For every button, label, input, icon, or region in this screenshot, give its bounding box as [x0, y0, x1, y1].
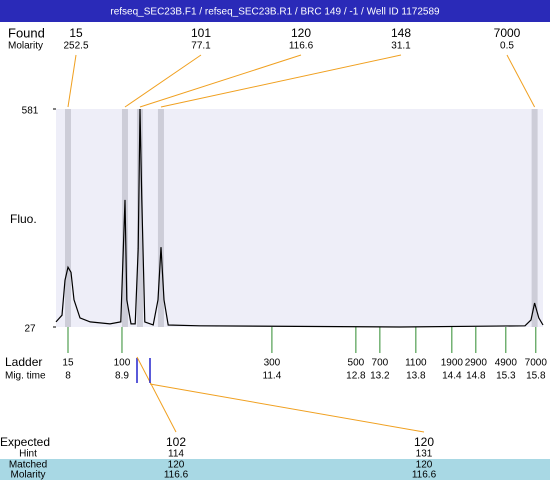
found-label: Found [8, 25, 45, 40]
found-size: 120 [291, 26, 311, 40]
ladder-size: 2900 [465, 358, 488, 369]
expected-molarity: 116.6 [412, 470, 437, 480]
expected-matched: 120 [168, 460, 185, 471]
ladder-size: 1900 [441, 358, 464, 369]
found-molarity: 77.1 [191, 41, 211, 52]
found-size: 15 [69, 26, 83, 40]
ladder-size: 500 [348, 358, 365, 369]
title: refseq_SEC23B.F1 / refseq_SEC23B.R1 / BR… [110, 7, 440, 18]
found-size: 7000 [494, 26, 521, 40]
ladder-time: 11.4 [263, 371, 282, 382]
peak-connector [506, 54, 536, 108]
ladder-time: 15.3 [496, 371, 516, 382]
ladder-time: 14.4 [442, 371, 462, 382]
y-tick-label: 581 [22, 106, 39, 117]
plot-area [56, 109, 543, 327]
ladder-size: 300 [264, 358, 281, 369]
peak-band [64, 109, 71, 327]
peak-band [136, 109, 143, 327]
matched-label: Matched [9, 460, 47, 471]
found-molarity: 0.5 [500, 41, 514, 52]
mig-time-label: Mig. time [5, 371, 46, 382]
expected-connector [149, 383, 425, 433]
y-axis-label: Fluo. [10, 212, 37, 226]
ladder-time: 13.2 [370, 371, 390, 382]
expected-hint: 131 [416, 449, 433, 460]
ladder-size: 7000 [525, 358, 548, 369]
peak-connector [67, 54, 77, 108]
peak-band [157, 109, 164, 327]
ladder-time: 15.8 [526, 371, 546, 382]
expected-size: 120 [414, 435, 434, 449]
peak-connector [124, 54, 202, 108]
ladder-size: 700 [372, 358, 389, 369]
expected-label: Expected [0, 435, 50, 449]
expected-molarity-label: Molarity [10, 470, 45, 480]
hint-label: Hint [19, 449, 37, 460]
expected-matched: 120 [416, 460, 433, 471]
ladder-label: Ladder [5, 355, 42, 369]
molarity-label: Molarity [8, 41, 43, 52]
found-size: 148 [391, 26, 411, 40]
ladder-time: 12.8 [346, 371, 366, 382]
y-tick-label: 27 [24, 324, 36, 335]
found-molarity: 31.1 [391, 41, 411, 52]
ladder-time: 8.9 [115, 371, 129, 382]
expected-hint: 114 [168, 449, 184, 460]
matched-row-bg [0, 459, 550, 480]
ladder-time: 8 [65, 371, 71, 382]
trace [55, 108, 544, 328]
expected-size: 102 [166, 435, 186, 449]
ladder-time: 13.8 [406, 371, 426, 382]
peak-band [531, 109, 538, 327]
ladder-size: 4900 [495, 358, 518, 369]
ladder-size: 15 [62, 358, 74, 369]
ladder-time: 14.8 [466, 371, 486, 382]
ladder-size: 1100 [405, 358, 427, 369]
header-bar [0, 0, 550, 22]
expected-molarity: 116.6 [164, 470, 189, 480]
peak-connector [139, 54, 302, 108]
ladder-size: 100 [114, 358, 131, 369]
found-size: 101 [191, 26, 211, 40]
peak-connector [160, 54, 402, 108]
found-molarity: 116.6 [289, 41, 314, 52]
found-molarity: 252.5 [63, 41, 88, 52]
expected-connector [136, 356, 177, 433]
